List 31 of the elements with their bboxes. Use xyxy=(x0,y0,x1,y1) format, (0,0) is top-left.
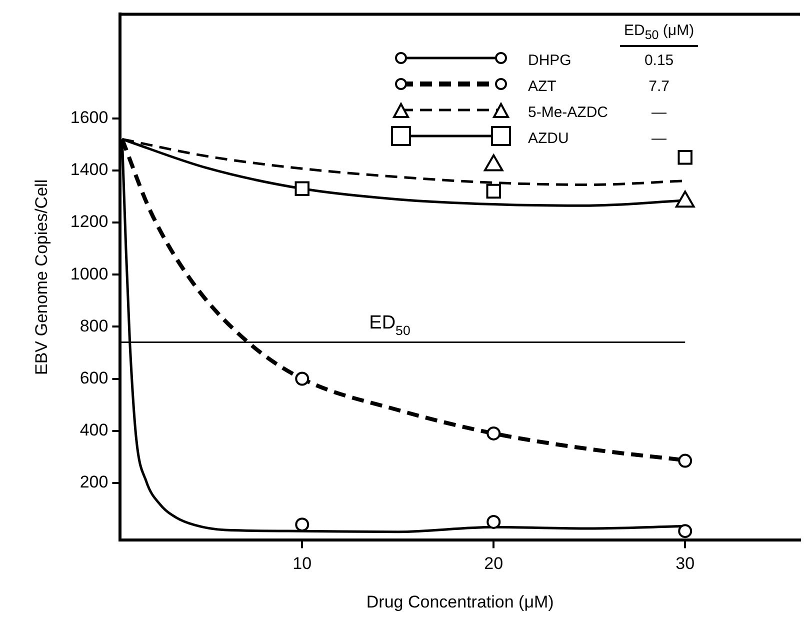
point xyxy=(678,524,692,538)
y-tick-label: 1200 xyxy=(70,212,108,232)
point xyxy=(486,514,501,529)
annotation: 7.7 xyxy=(648,76,670,96)
y-tick-label: 1400 xyxy=(70,160,108,180)
annotation: — xyxy=(650,102,668,122)
y-tick-label: 800 xyxy=(80,316,108,336)
point xyxy=(294,181,310,196)
point xyxy=(678,454,692,468)
annotation: — xyxy=(650,128,668,148)
point xyxy=(295,518,310,532)
y-tick-label: 400 xyxy=(80,420,108,440)
legend-label: 5-Me-AZDC xyxy=(527,102,610,122)
y-axis-title: EBV Genome Copies/Cell xyxy=(32,179,51,375)
point xyxy=(486,184,501,199)
y-tick-label: 200 xyxy=(80,472,108,492)
annotation: 0.15 xyxy=(643,50,675,70)
x-tick-label: 30 xyxy=(676,554,695,574)
x-tick-label: 20 xyxy=(484,554,504,574)
legend-label: DHPG xyxy=(527,50,572,70)
legend-label: AZT xyxy=(527,76,558,96)
x-axis-title: Drug Concentration (μM) xyxy=(366,592,554,612)
point xyxy=(486,426,501,440)
legend-title: ED$_{50}$ (μM) xyxy=(620,22,698,47)
y-tick-label: 1000 xyxy=(70,264,108,284)
y-tick-label: 600 xyxy=(80,368,108,388)
y-tick-label: 1600 xyxy=(70,108,108,128)
point xyxy=(678,150,692,165)
legend-label: AZDU xyxy=(527,128,570,148)
x-tick-label: 10 xyxy=(292,554,312,574)
point xyxy=(295,372,310,386)
